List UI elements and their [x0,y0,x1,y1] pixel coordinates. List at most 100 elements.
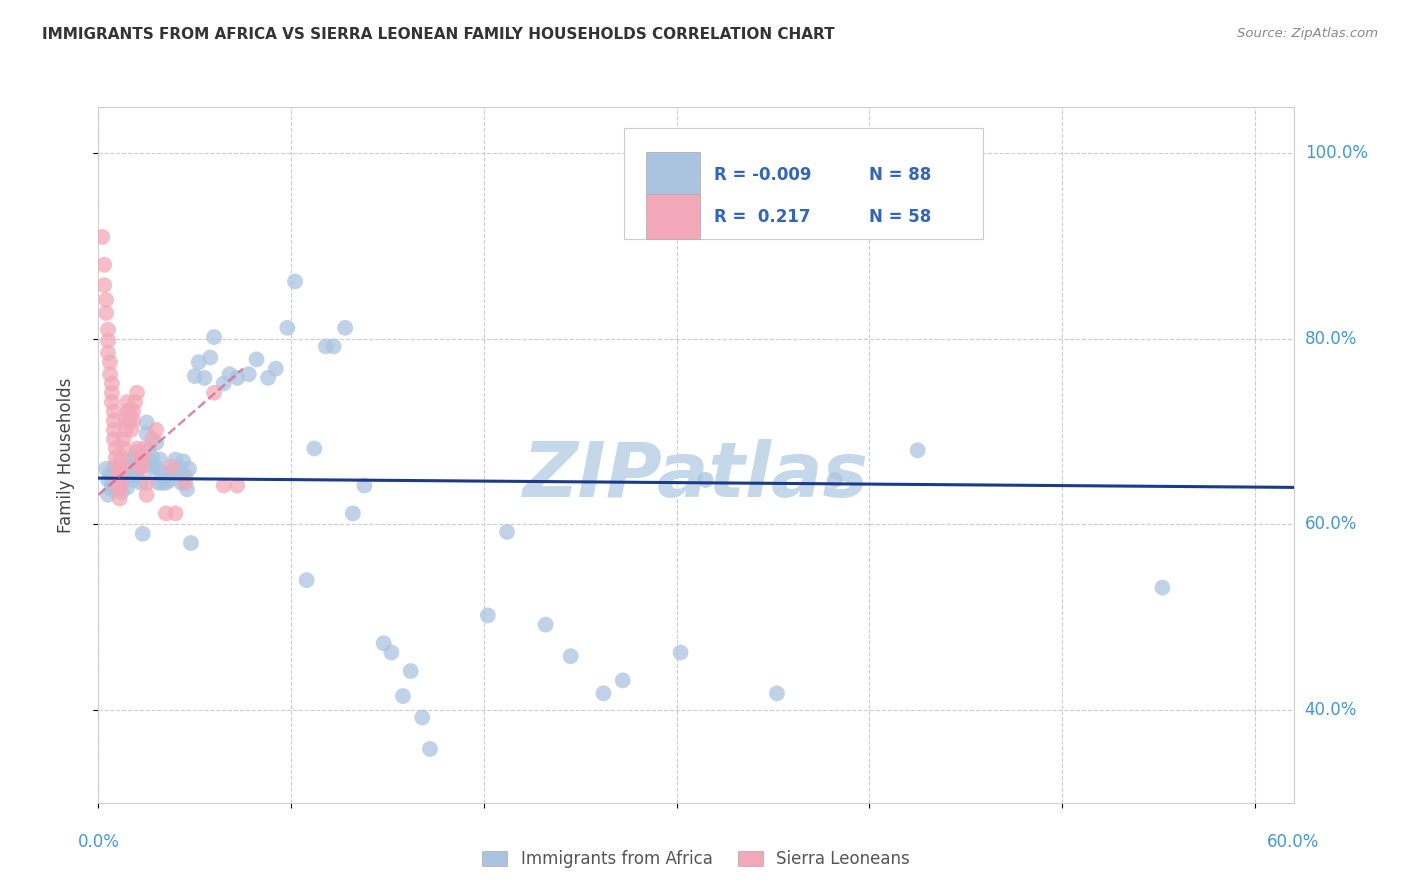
Point [141,462,163,476]
Point [124,395,146,409]
Point [101,395,124,409]
Point [295,573,318,587]
Point [496,524,519,539]
Point [322,339,344,353]
Text: 80.0%: 80.0% [1305,330,1357,348]
Point [174,475,197,490]
Point [122,404,145,418]
Point [145,423,167,437]
Point [110,450,132,465]
Text: 0.0%: 0.0% [77,833,120,851]
Point [120,469,142,483]
Text: 40.0%: 40.0% [1305,701,1357,719]
Text: R =  0.217: R = 0.217 [714,208,810,226]
Point [132,450,155,465]
Point [1152,581,1174,595]
Text: N = 88: N = 88 [869,166,932,184]
Point [108,491,131,506]
Text: N = 58: N = 58 [869,208,932,226]
Point [117,480,139,494]
Point [392,689,415,703]
Point [122,450,145,465]
Point [226,478,249,492]
Point [134,452,156,467]
Text: Source: ZipAtlas.com: Source: ZipAtlas.com [1237,27,1378,40]
Point [212,478,235,492]
Point [148,475,170,490]
Point [177,462,200,476]
Point [135,416,157,430]
Point [172,454,194,468]
Point [104,450,127,465]
FancyBboxPatch shape [645,194,700,239]
Point [98,467,121,481]
Point [125,442,148,456]
Point [138,443,160,458]
Point [695,473,717,487]
FancyBboxPatch shape [624,128,983,239]
Point [129,460,152,475]
Point [333,321,356,335]
Text: 100.0%: 100.0% [1305,145,1368,162]
Point [103,404,125,418]
Point [135,426,157,441]
Point [125,467,148,481]
Point [97,488,120,502]
Point [94,462,117,476]
Point [824,473,846,487]
Point [165,464,187,478]
Point [160,464,183,478]
Point [218,368,240,382]
Point [180,536,202,550]
Point [110,462,132,476]
Text: 60.0%: 60.0% [1267,833,1320,851]
Point [145,435,167,450]
Point [118,404,141,418]
Point [97,334,120,348]
Point [91,230,114,244]
Point [112,460,135,475]
Point [202,330,225,344]
Point [534,617,557,632]
Point [129,454,152,468]
Point [276,321,298,335]
Point [101,376,124,391]
Point [122,473,145,487]
Point [103,480,125,494]
Point [128,462,150,476]
Point [108,473,131,487]
Point [304,442,326,456]
Point [108,464,131,478]
Point [134,442,156,456]
Point [125,385,148,400]
Point [98,355,121,369]
Point [200,351,222,365]
Point [159,473,181,487]
Point [149,452,172,467]
Point [245,352,267,367]
Point [103,414,125,428]
Point [114,471,136,485]
Point [342,507,364,521]
Point [135,488,157,502]
Point [907,443,929,458]
Point [117,467,139,481]
Point [169,462,191,476]
Point [101,475,124,490]
Point [101,482,124,496]
Point [174,469,197,483]
Y-axis label: Family Households: Family Households [56,377,75,533]
Point [97,346,120,360]
Point [112,467,135,481]
Point [150,475,173,490]
Point [141,450,163,465]
Point [202,385,225,400]
Point [155,507,177,521]
Point [128,450,150,465]
Point [155,475,177,490]
Point [112,475,135,490]
Point [120,423,142,437]
Text: R = -0.009: R = -0.009 [714,166,811,184]
Point [184,369,207,384]
Point [399,664,422,678]
